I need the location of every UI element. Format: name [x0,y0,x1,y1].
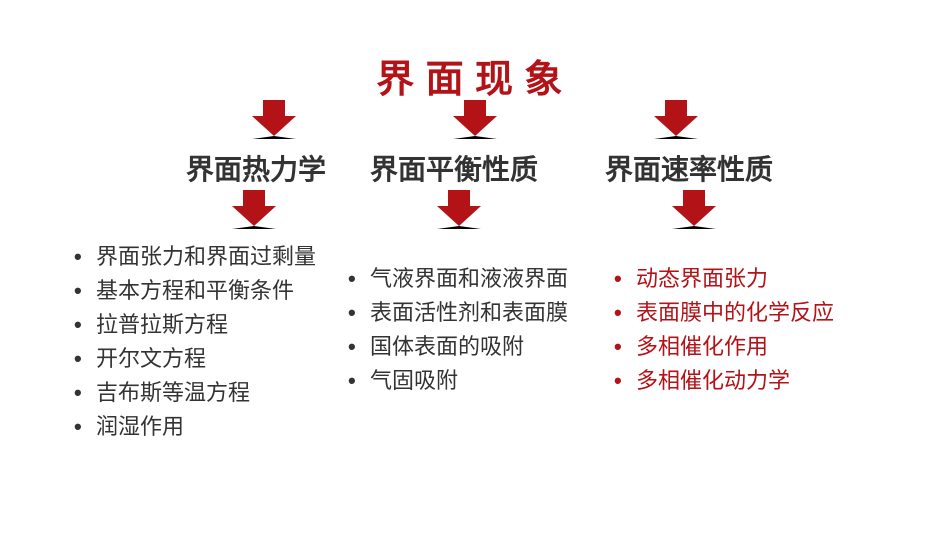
column-list-thermodynamics: 界面张力和界面过剩量基本方程和平衡条件拉普拉斯方程开尔文方程吉布斯等温方程润湿作… [74,240,316,445]
arrow-col2-to-list [437,190,481,229]
arrow-title-to-col2 [453,100,497,139]
list-item: 吉布斯等温方程 [74,376,316,410]
arrow-col1-to-list [232,190,276,229]
column-list-rate: 动态界面张力表面膜中的化学反应多相催化作用多相催化动力学 [614,262,834,398]
list-item: 界面张力和界面过剩量 [74,240,316,274]
list-item: 开尔文方程 [74,342,316,376]
list-item: 动态界面张力 [614,262,834,296]
diagram-title: 界面现象 [376,48,574,103]
column-list-equilibrium: 气液界面和液液界面表面活性剂和表面膜国体表面的吸附气固吸附 [348,262,568,398]
arrow-col3-to-list [672,190,716,229]
list-item: 拉普拉斯方程 [74,308,316,342]
list-item: 基本方程和平衡条件 [74,274,316,308]
column-heading-equilibrium: 界面平衡性质 [370,148,538,188]
column-heading-thermodynamics: 界面热力学 [186,148,326,188]
list-item: 多相催化作用 [614,330,834,364]
column-heading-rate: 界面速率性质 [605,148,773,188]
list-item: 气液界面和液液界面 [348,262,568,296]
arrow-title-to-col1 [252,100,296,139]
list-item: 表面膜中的化学反应 [614,296,834,330]
list-item: 气固吸附 [348,364,568,398]
list-item: 国体表面的吸附 [348,330,568,364]
list-item: 表面活性剂和表面膜 [348,296,568,330]
arrow-title-to-col3 [654,100,698,139]
list-item: 多相催化动力学 [614,364,834,398]
list-item: 润湿作用 [74,410,316,444]
